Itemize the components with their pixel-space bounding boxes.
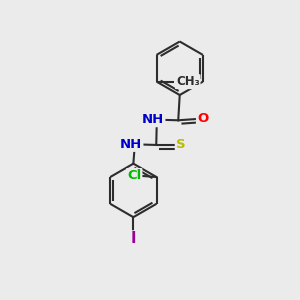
Text: S: S <box>176 138 185 152</box>
Text: O: O <box>197 112 208 125</box>
Text: NH: NH <box>120 138 142 151</box>
Text: CH₃: CH₃ <box>176 75 200 88</box>
Text: I: I <box>130 231 136 246</box>
Text: Cl: Cl <box>127 169 141 182</box>
Text: NH: NH <box>142 113 164 126</box>
